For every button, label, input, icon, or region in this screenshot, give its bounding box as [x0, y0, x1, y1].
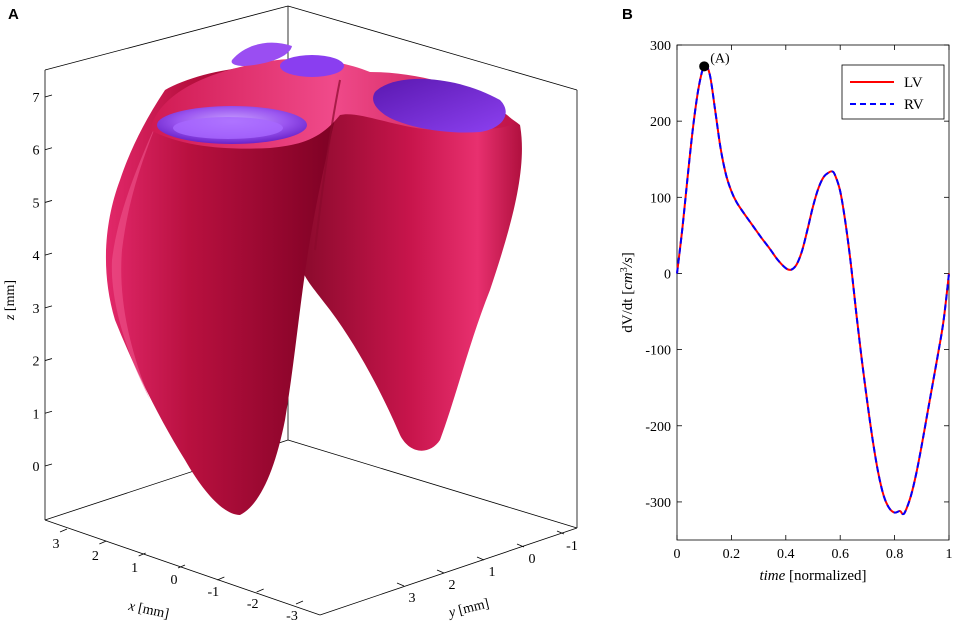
x-tick	[256, 588, 264, 593]
y-tick-label: -200	[645, 420, 671, 435]
tricuspid-valve-opening	[373, 78, 506, 133]
z-tick	[44, 358, 53, 361]
pulmonary-valve-opening	[231, 42, 292, 66]
z-tick-label: 6	[33, 144, 40, 159]
plot-area: 0 0.2 0.4 0.6 0.8 1 -300 -200 -100 0 100 200 300 (A)…	[645, 39, 952, 562]
y-axis-label: dV/dt [cm3/s]	[619, 252, 637, 332]
x-tick	[295, 600, 304, 605]
aortic-valve-opening	[280, 55, 344, 77]
x-tick-label: 0.4	[777, 547, 795, 562]
z-tick-label: 3	[33, 302, 40, 317]
right-ventricle-wall	[300, 79, 522, 451]
panel-a-label: A	[8, 6, 19, 23]
x-tick-label: 2	[92, 549, 99, 564]
x-tick-label: 0	[171, 573, 178, 588]
legend-label: LV	[904, 75, 923, 91]
series-line-rv	[676, 64, 950, 516]
x-tick-label: -1	[207, 585, 219, 600]
z-tick-label: 5	[33, 196, 40, 211]
mitral-valve-inner	[173, 117, 283, 139]
legend-box	[841, 64, 945, 120]
panel-a: A	[3, 5, 578, 624]
z-tick-label: 7	[33, 91, 40, 106]
heart-surface	[105, 42, 522, 516]
y-axis: -1 0 1 2 3 y [mm]	[396, 530, 578, 621]
y-tick-label: 300	[650, 39, 671, 54]
y-tick-label: 0	[529, 552, 536, 567]
legend: LV RV	[841, 64, 945, 120]
z-axis-label: z [mm]	[3, 280, 18, 321]
plot-frame	[676, 44, 950, 541]
y-axis-label: y [mm]	[446, 596, 491, 621]
z-tick	[44, 410, 53, 414]
y-tick-label: -100	[645, 344, 671, 359]
peak-annotation: (A)	[710, 51, 730, 66]
y-tick-label: -300	[645, 496, 671, 511]
y-tick-label: 0	[664, 267, 671, 282]
series-lines	[676, 64, 950, 516]
panel-b-label: B	[622, 6, 633, 23]
x-axis-label: time [normalized]	[759, 568, 866, 584]
left-ventricle-wall	[105, 65, 345, 516]
x-tick-label: -3	[286, 609, 298, 624]
x-tick-label: -2	[247, 597, 259, 612]
y-tick	[516, 543, 525, 548]
peak-marker	[699, 61, 710, 72]
x-tick	[217, 576, 225, 581]
y-tick-label: 2	[449, 578, 456, 593]
y-tick	[556, 530, 565, 535]
y-tick-label: 3	[409, 591, 416, 606]
x-tick-label: 0.8	[886, 547, 904, 562]
x-tick-label: 3	[53, 537, 60, 552]
z-tick	[44, 200, 53, 203]
x-tick	[138, 552, 146, 557]
z-tick-label: 2	[33, 355, 40, 370]
x-tick	[59, 528, 68, 533]
left-wall-highlight	[111, 115, 160, 400]
x-tick-label: 0.6	[831, 547, 849, 562]
y-tick	[396, 582, 405, 587]
tick-marks: 0 0.2 0.4 0.6 0.8 1 -300 -200 -100 0 100 200 300	[645, 39, 952, 562]
z-axis: 0 1 2 3 4 5 6 7 z [mm]	[3, 91, 53, 475]
z-tick	[44, 463, 53, 467]
z-tick-label: 0	[33, 460, 40, 475]
x-axis: 3 2 1 0 -1 -2 -3 x [mm]	[53, 528, 304, 624]
y-tick	[476, 556, 485, 561]
x-tick-label: 1	[946, 547, 953, 562]
y-tick-label: 100	[650, 191, 671, 206]
legend-label: RV	[904, 97, 924, 113]
z-tick	[44, 94, 53, 98]
x-tick	[177, 564, 186, 569]
z-tick-label: 1	[33, 407, 40, 422]
y-tick-label: -1	[566, 539, 578, 554]
z-tick	[44, 305, 53, 309]
z-tick-label: 4	[33, 249, 40, 264]
x-axis-label: x [mm]	[126, 599, 170, 622]
x-tick-label: 0	[674, 547, 681, 562]
series-line-lv	[676, 64, 950, 516]
y-tick	[436, 569, 445, 574]
septum-ridge	[314, 79, 341, 251]
x-tick-label: 0.2	[723, 547, 741, 562]
y-tick-label: 200	[650, 115, 671, 130]
y-tick-label: 1	[489, 565, 496, 580]
dvdt-chart: 0 0.2 0.4 0.6 0.8 1 -300 -200 -100 0 100 200 300 (A)…	[619, 39, 953, 584]
x-tick-label: 1	[131, 561, 138, 576]
z-tick	[44, 252, 53, 256]
x-tick	[99, 540, 107, 545]
z-tick	[44, 147, 53, 151]
panel-b: B 0 0.2 0.4 0.6 0.8 1 -300 -200 -100 0 100 200 300 (…	[600, 0, 957, 631]
